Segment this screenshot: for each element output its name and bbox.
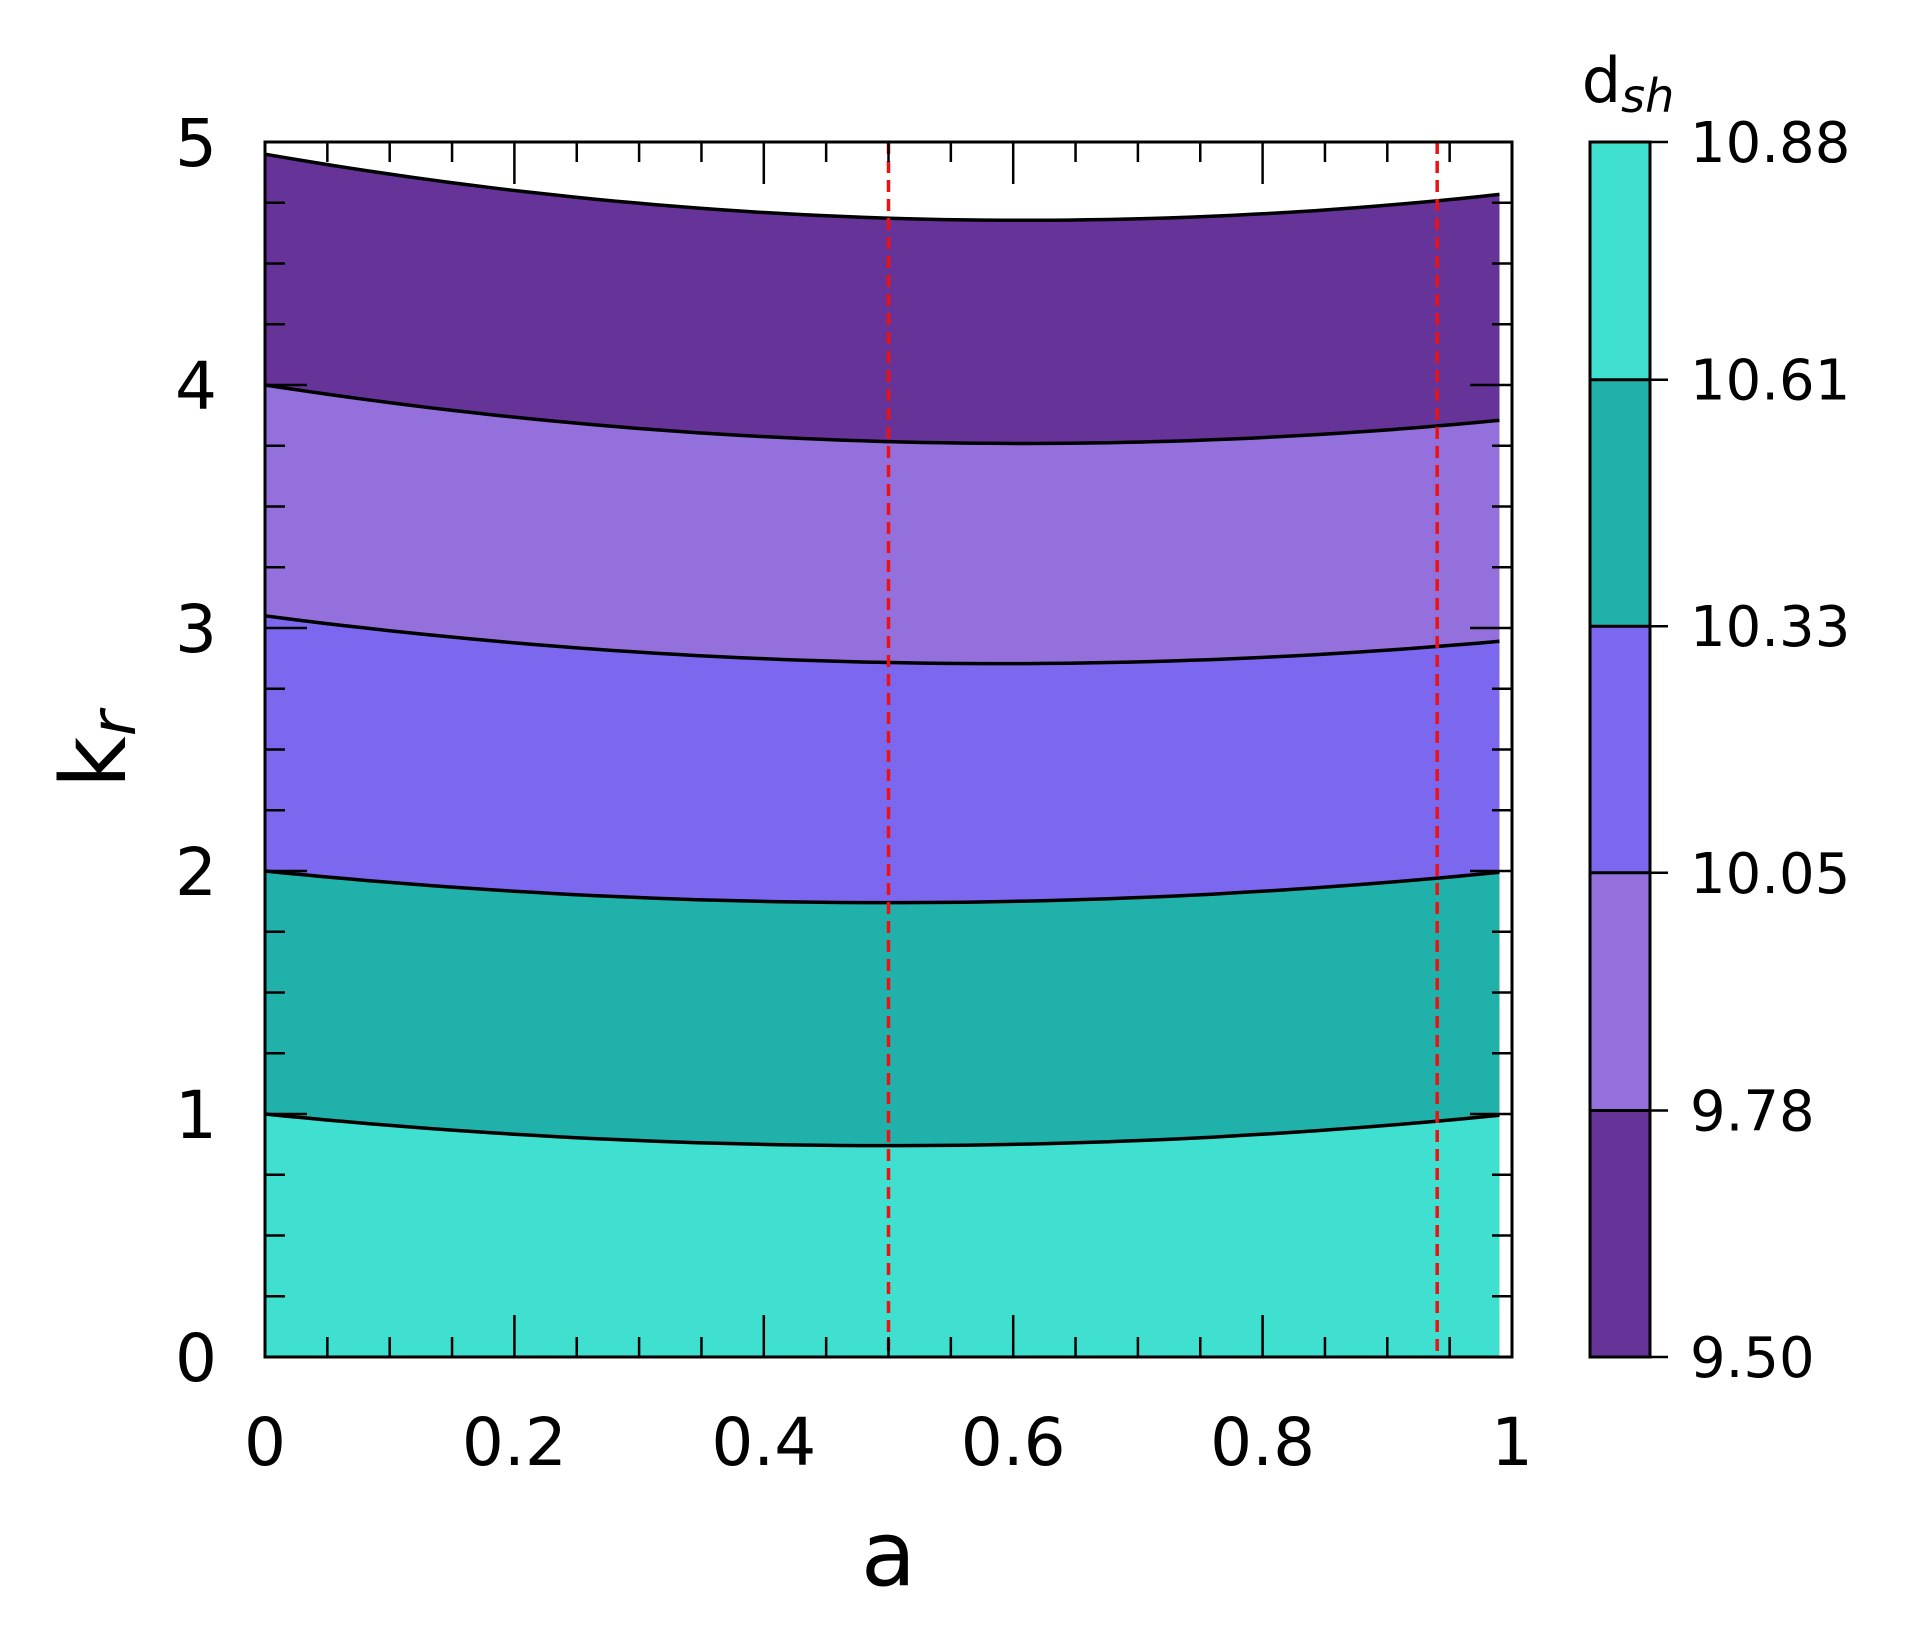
contour-band [265,615,1500,903]
colorbar-segment [1590,1110,1650,1357]
x-tick-label: 0.2 [462,1404,567,1481]
colorbar-segment [1590,142,1650,380]
y-tick-label: 0 [175,1320,217,1397]
colorbar-frame [1588,140,1652,1359]
colorbar-label: dsh [1582,44,1674,123]
x-axis-label: a [861,1502,916,1607]
x-tick-label: 0.6 [961,1404,1066,1481]
x-tick-label: 0.4 [711,1404,816,1481]
contour-line [264,869,1500,905]
contour-line [264,614,1500,666]
y-axis-label-sub: r [77,707,150,736]
y-axis-label-base: k [42,736,147,788]
y-tick-label: 5 [175,105,217,182]
contour-band [265,1114,1500,1357]
contour-line [264,1112,1500,1148]
tick-labels: 0 0.2 0.4 0.6 0.8 1 0 1 2 3 4 5 [175,105,1533,1481]
colorbar-tick-label: 10.88 [1690,111,1850,176]
x-tick-label: 1 [1491,1404,1533,1481]
y-tick-label: 3 [175,591,217,668]
colorbar-label-sub: sh [1621,69,1674,123]
contour-lines [264,152,1500,1148]
colorbar-segment [1590,379,1650,627]
y-tick-label: 2 [175,834,217,911]
contour-bands [265,154,1500,1357]
contour-line [264,383,1500,446]
x-tick-label: 0.8 [1210,1404,1315,1481]
colorbar: 9.50 9.78 10.05 10.33 10.61 10.88 [1588,111,1850,1391]
colorbar-tick-label: 10.05 [1690,842,1850,907]
colorbar-label-base: d [1582,44,1621,117]
axis-ticks [263,140,1514,1359]
colorbar-tick-label: 10.33 [1690,595,1850,660]
colorbar-segment [1590,872,1650,1111]
contour-band [265,385,1500,664]
x-tick-label: 0 [244,1404,286,1481]
colorbar-tick-label: 9.78 [1690,1079,1815,1144]
colorbar-segment [1590,626,1650,873]
colorbar-tick-label: 9.50 [1690,1326,1815,1391]
colorbar-tick-label: 10.61 [1690,349,1850,414]
y-tick-label: 1 [175,1077,217,1154]
contour-line [264,152,1500,223]
contour-band [265,871,1500,1146]
y-axis-label: kr [42,707,150,788]
y-tick-label: 4 [175,348,217,425]
reference-lines [886,142,1439,1357]
contour-band [265,154,1500,444]
